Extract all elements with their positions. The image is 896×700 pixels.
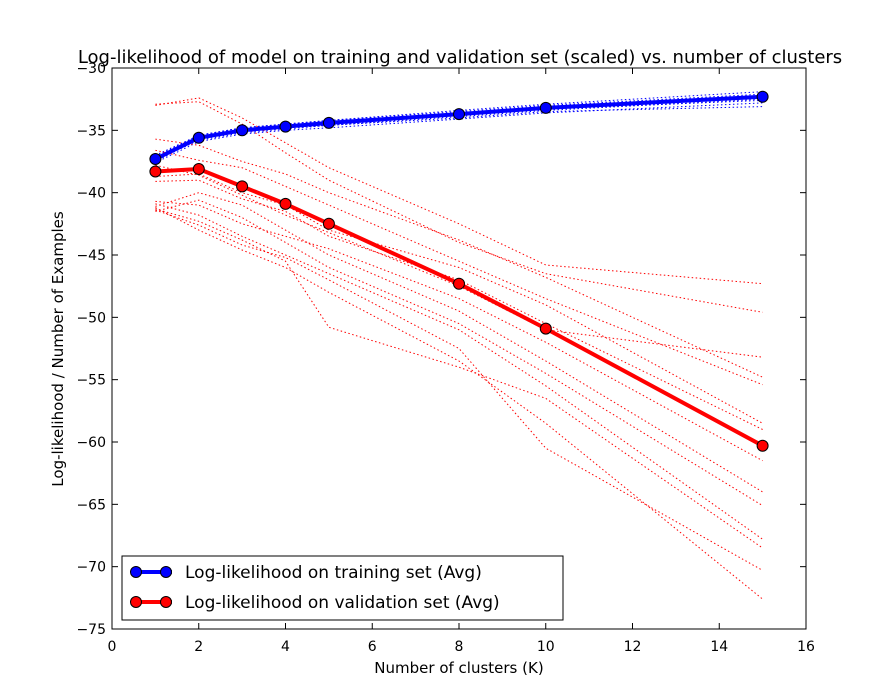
legend-marker-training <box>130 566 142 578</box>
x-tick-label: 10 <box>537 639 555 655</box>
training-avg-point <box>236 124 249 137</box>
training-run-line <box>155 98 763 161</box>
validation-run-line <box>155 192 763 493</box>
training-avg-line <box>154 94 763 161</box>
training-avg-point <box>192 131 205 144</box>
x-tick-label: 6 <box>368 639 377 655</box>
x-tick-label: 2 <box>194 639 203 655</box>
y-tick-label: −30 <box>76 61 106 77</box>
x-axis-label: Number of clusters (K) <box>374 659 543 677</box>
validation-avg-point <box>192 163 205 175</box>
validation-avg-point <box>453 277 465 290</box>
chart-title: Log-likelihood of model on training and … <box>78 47 842 68</box>
x-tick-label: 16 <box>797 639 815 655</box>
validation-run-line <box>155 207 763 600</box>
y-tick-label: −70 <box>76 560 106 576</box>
validation-avg-point <box>322 217 335 230</box>
x-tick-label: 8 <box>455 639 464 655</box>
legend-marker-validation <box>130 596 142 608</box>
validation-avg-point <box>236 180 249 193</box>
x-tick-label: 12 <box>624 639 642 655</box>
legend-label-validation: Log-likelihood on validation set (Avg) <box>185 593 500 613</box>
training-avg-point <box>756 90 769 103</box>
legend-label-training: Log-likelihood on training set (Avg) <box>185 563 482 583</box>
individual-runs <box>155 91 763 600</box>
y-axis-label: Log-likelihood / Number of Examples <box>49 211 67 487</box>
validation-run-line <box>155 101 763 313</box>
training-avg-point <box>149 153 162 165</box>
x-tick-label: 0 <box>108 639 117 655</box>
legend-marker-training <box>160 566 172 578</box>
average-series <box>149 90 769 452</box>
x-tick-label: 4 <box>281 639 290 655</box>
training-avg-point <box>539 101 552 114</box>
validation-avg-point <box>149 165 162 178</box>
axis-ticks: 0 2 4 6 8 10 12 14 16 −30 −35 −40 −45 −50 −55 −60 −65 −70… <box>76 61 815 655</box>
training-avg-point <box>453 108 465 121</box>
validation-run-line <box>155 203 763 540</box>
training-avg-point <box>322 116 335 129</box>
validation-avg-point <box>756 439 769 452</box>
y-tick-label: −60 <box>76 435 106 451</box>
y-tick-label: −45 <box>76 248 106 264</box>
legend-box <box>121 555 564 621</box>
validation-run-line <box>155 209 763 571</box>
training-run-line <box>155 93 763 156</box>
validation-run-line <box>155 208 763 549</box>
y-tick-label: −40 <box>76 186 106 202</box>
validation-avg-line <box>155 167 764 448</box>
y-tick-label: −65 <box>76 497 106 513</box>
validation-run-line <box>155 200 763 462</box>
x-tick-label: 14 <box>710 639 728 655</box>
y-tick-label: −75 <box>76 622 106 638</box>
validation-run-line <box>155 173 763 424</box>
y-tick-label: −35 <box>76 123 106 139</box>
y-tick-label: −55 <box>76 373 106 389</box>
training-avg-point <box>279 120 292 133</box>
legend: Log-likelihood on training set (Avg) Log… <box>121 555 564 621</box>
validation-run-line <box>155 199 763 507</box>
validation-run-line <box>155 179 763 430</box>
legend-marker-validation <box>160 596 172 608</box>
y-tick-label: −50 <box>76 310 106 326</box>
validation-avg-point <box>279 197 292 210</box>
validation-avg-point <box>539 322 552 335</box>
